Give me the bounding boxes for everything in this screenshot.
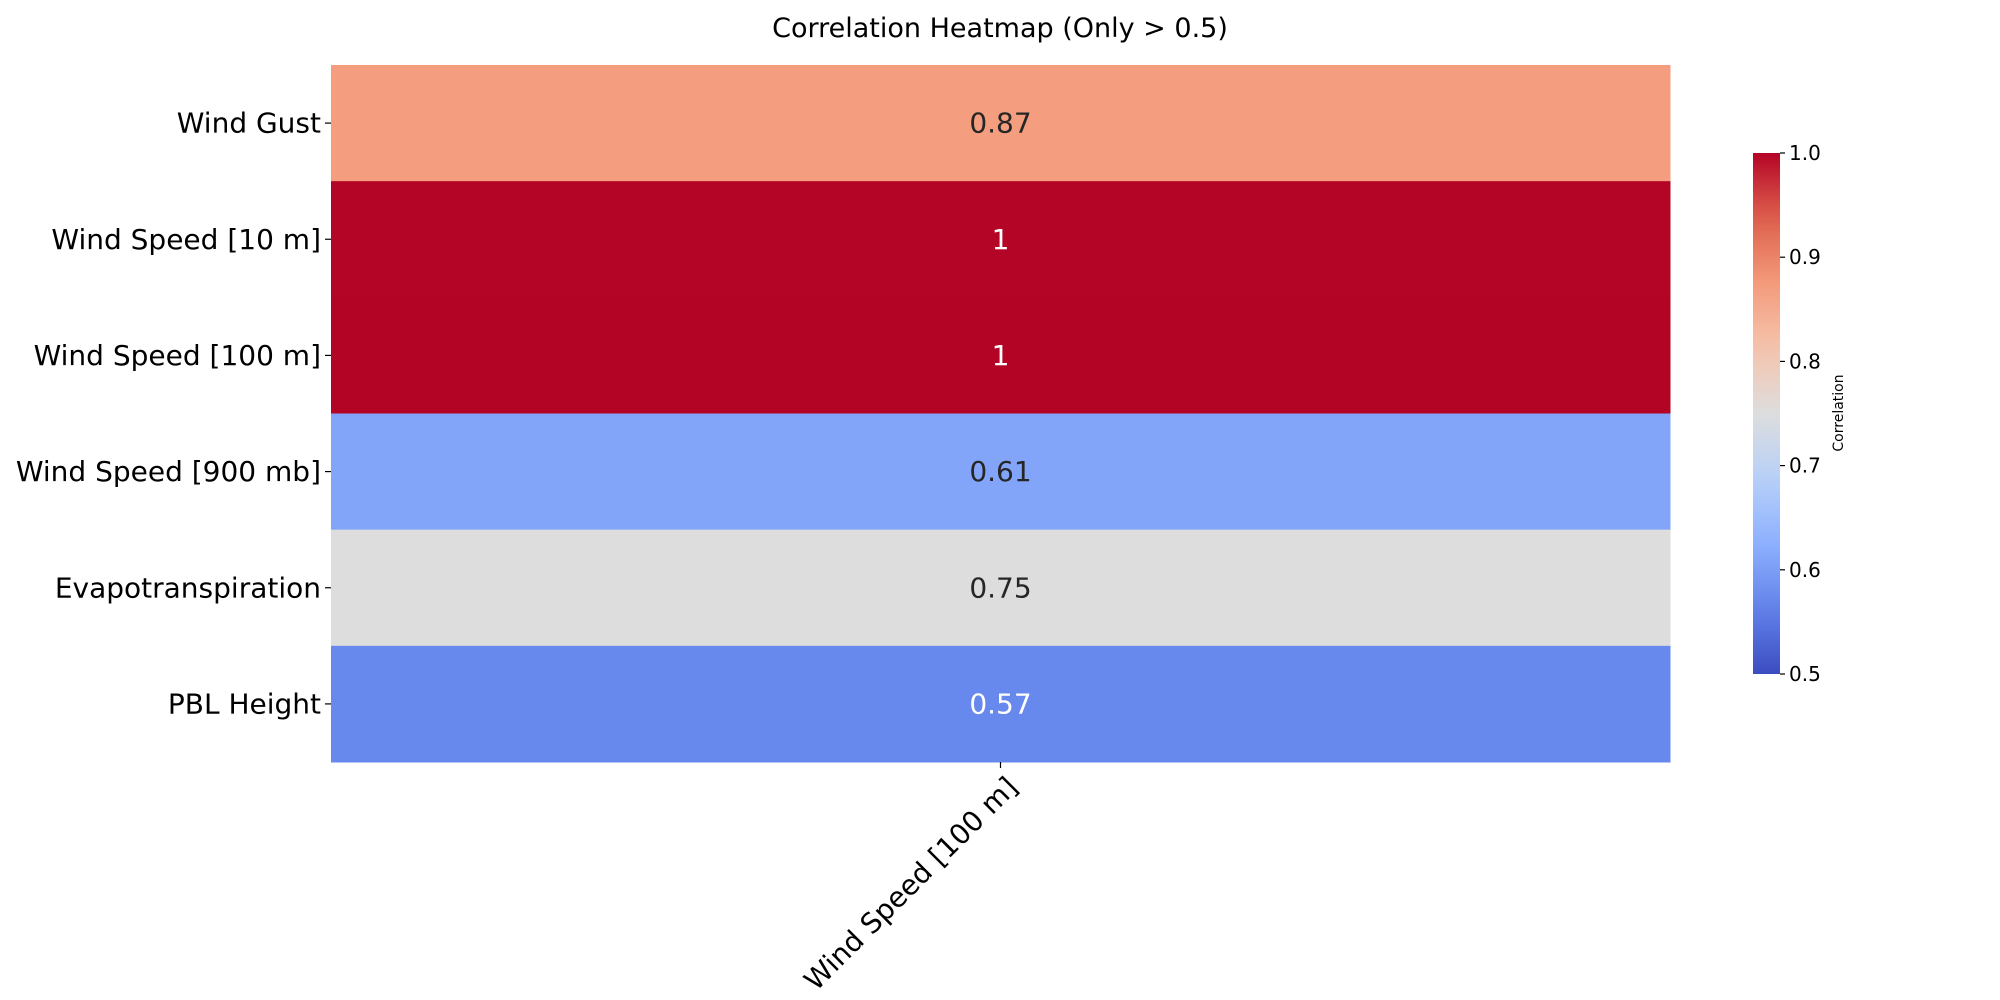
heatmap-cells: 0.87 1 1 0.61 0.75 0.57 [331, 65, 1671, 763]
colorbar-tick-label: 0.5 [1789, 662, 1821, 686]
row-label: Evapotranspiration [55, 571, 321, 604]
colorbar-tick-label: 0.9 [1789, 245, 1821, 269]
column-label: Wind Speed [100 m] [798, 770, 1025, 997]
row-label: Wind Speed [100 m] [34, 339, 321, 372]
row-label: Wind Speed [10 m] [51, 223, 321, 256]
row-labels: Wind Gust Wind Speed [10 m] Wind Speed [10… [16, 107, 331, 720]
colorbar-tick-label: 1.0 [1789, 141, 1821, 165]
row-label: Wind Speed [900 mb] [16, 455, 321, 488]
cell-value-label: 0.75 [969, 571, 1031, 604]
colorbar-gradient [1753, 153, 1780, 674]
column-labels: Wind Speed [100 m] [798, 762, 1025, 997]
heatmap-cell [331, 181, 1671, 298]
cell-value-label: 0.87 [969, 107, 1031, 140]
cell-value-label: 1 [992, 339, 1010, 372]
heatmap-cell [331, 529, 1671, 647]
colorbar-ticks: 0.5 0.6 0.7 0.8 0.9 1.0 [1780, 141, 1821, 686]
colorbar-label: Correlation [1831, 374, 1847, 451]
cell-value-label: 0.61 [969, 455, 1031, 488]
cell-value-label: 1 [992, 223, 1010, 256]
heatmap-cell [331, 297, 1671, 414]
colorbar-tick-label: 0.7 [1789, 454, 1821, 478]
heatmap-cell [331, 65, 1671, 182]
cell-value-label: 0.57 [969, 687, 1031, 720]
colorbar-tick-label: 0.6 [1789, 558, 1821, 582]
colorbar: 0.5 0.6 0.7 0.8 0.9 1.0 Correlation [1753, 141, 1847, 686]
heatmap-cell [331, 645, 1671, 763]
row-label: Wind Gust [177, 107, 321, 140]
heatmap-cell [331, 413, 1671, 531]
chart-title: Correlation Heatmap (Only > 0.5) [772, 13, 1228, 44]
row-label: PBL Height [168, 687, 321, 720]
colorbar-tick-label: 0.8 [1789, 349, 1821, 373]
